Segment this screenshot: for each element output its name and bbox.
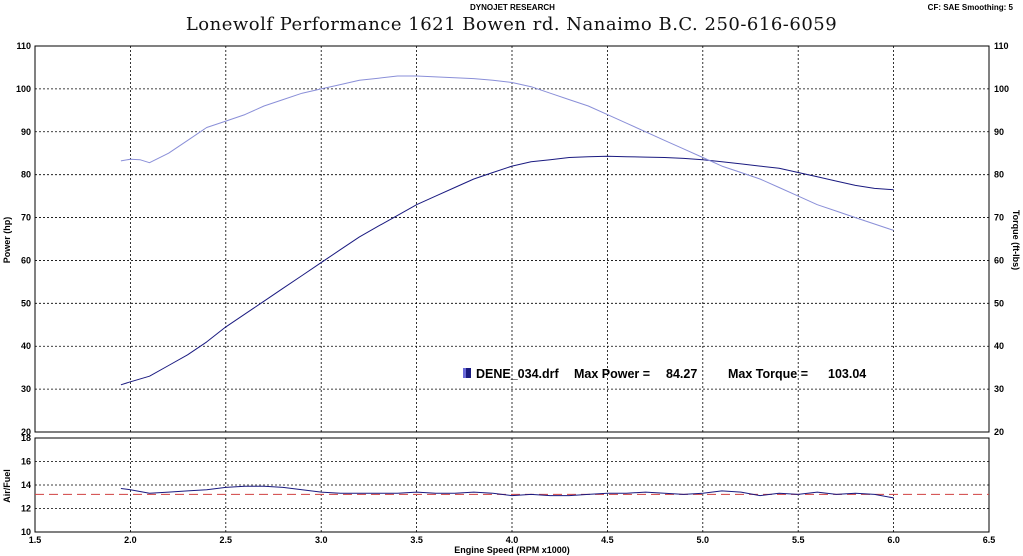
x-axis-label: Engine Speed (RPM x1000) (454, 545, 570, 555)
y-axis-label-power: Power (hp) (2, 217, 12, 264)
settings-readout: CF: SAE Smoothing: 5 (927, 3, 1013, 12)
y-tick-label-torque: 100 (994, 84, 1009, 94)
y-tick-label-torque: 20 (994, 427, 1004, 437)
y-tick-label-power: 50 (21, 298, 31, 308)
y-tick-label-torque: 80 (994, 170, 1004, 180)
x-tick-label: 6.0 (887, 535, 900, 545)
annotation-max-power-label: Max Power = (574, 367, 650, 381)
dynojet-header: DYNOJET RESEARCH (470, 3, 555, 12)
y-tick-label-power: 70 (21, 213, 31, 223)
x-tick-label: 3.0 (315, 535, 328, 545)
y-tick-label-torque: 90 (994, 127, 1004, 137)
y-tick-label-airfuel: 10 (21, 527, 31, 537)
afr-curve (120, 485, 894, 499)
chart-title: Lonewolf Performance 1621 Bowen rd. Nana… (185, 14, 838, 35)
y-tick-label-power: 60 (21, 255, 31, 265)
power-curve (120, 155, 894, 386)
y-tick-label-power: 40 (21, 341, 31, 351)
y-tick-label-power: 90 (21, 127, 31, 137)
annotation-max-power-value: 84.27 (666, 367, 697, 381)
legend-swatch-highlight (463, 368, 466, 378)
y-tick-label-airfuel: 16 (21, 457, 31, 467)
legend-swatch (463, 368, 471, 378)
x-tick-label: 1.5 (29, 535, 42, 545)
y-tick-label-power: 110 (16, 41, 31, 51)
y-tick-label-torque: 70 (994, 213, 1004, 223)
max-annotation: DENE_034.drf Max Power = 84.27 Max Torqu… (463, 367, 866, 381)
afr-series (35, 485, 989, 499)
y-tick-label-torque: 50 (994, 298, 1004, 308)
y-tick-label-torque: 40 (994, 341, 1004, 351)
y-tick-label-power: 20 (21, 427, 31, 437)
x-tick-label: 4.0 (506, 535, 519, 545)
torque-curve (120, 75, 894, 231)
tick-labels: 1.5 2.0 2.5 3.0 3.5 4.0 4.5 5.0 5.5 6.0 6.5 20 20 30 3… (16, 41, 1009, 545)
y-tick-label-power: 100 (16, 84, 31, 94)
x-tick-label: 3.5 (410, 535, 423, 545)
x-tick-label: 5.5 (792, 535, 805, 545)
annotation-max-torque-value: 103.04 (828, 367, 866, 381)
annotation-max-torque-label: Max Torque = (728, 367, 808, 381)
x-tick-label: 4.5 (601, 535, 614, 545)
y-tick-label-torque: 30 (994, 384, 1004, 394)
afr-grid (34, 437, 990, 533)
y-tick-label-airfuel: 14 (21, 480, 31, 490)
x-tick-label: 5.0 (697, 535, 710, 545)
x-tick-label: 2.0 (124, 535, 137, 545)
y-axis-label-airfuel: Air/Fuel (2, 469, 12, 503)
annotation-filename: DENE_034.drf (476, 367, 560, 381)
y-axis-label-torque: Torque (ft-lbs) (1011, 210, 1021, 270)
y-tick-label-airfuel: 12 (21, 504, 31, 514)
y-tick-label-power: 30 (21, 384, 31, 394)
y-tick-label-airfuel: 18 (21, 433, 31, 443)
x-tick-label: 6.5 (983, 535, 996, 545)
main-grid (34, 45, 990, 433)
y-tick-label-power: 80 (21, 170, 31, 180)
y-tick-label-torque: 60 (994, 255, 1004, 265)
y-tick-label-torque: 110 (994, 41, 1009, 51)
x-tick-label: 2.5 (220, 535, 233, 545)
main-series (120, 75, 894, 386)
